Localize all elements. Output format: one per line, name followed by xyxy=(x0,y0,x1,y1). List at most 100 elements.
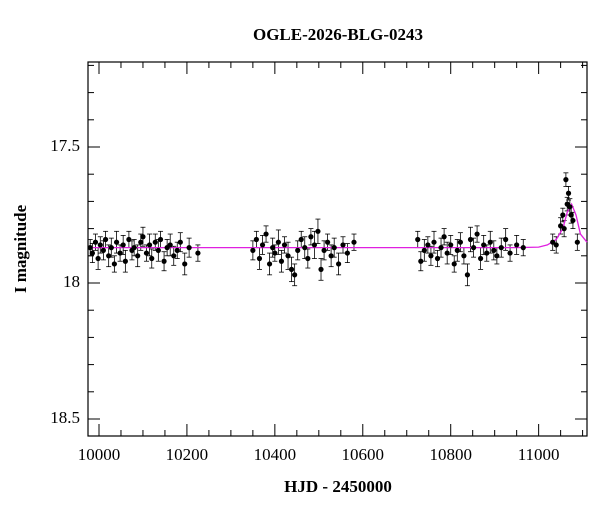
data-point xyxy=(474,231,480,237)
data-point xyxy=(171,253,177,259)
data-point xyxy=(464,272,471,278)
data-point xyxy=(111,261,117,267)
chart-title: OGLE-2026-BLG-0243 xyxy=(253,25,423,44)
data-point xyxy=(177,239,183,245)
data-point xyxy=(259,242,266,248)
data-point xyxy=(155,247,161,253)
data-point xyxy=(122,258,128,264)
data-point xyxy=(421,247,427,253)
data-point xyxy=(292,272,298,278)
x-tick-label: 10400 xyxy=(254,445,297,464)
data-point xyxy=(451,261,457,267)
data-point xyxy=(444,250,450,256)
data-point xyxy=(418,258,424,264)
data-point xyxy=(87,245,93,251)
data-point xyxy=(186,245,192,251)
data-point xyxy=(281,242,288,248)
data-point xyxy=(195,250,201,256)
data-point xyxy=(441,234,447,240)
y-tick-label: 18 xyxy=(63,272,80,291)
data-point xyxy=(481,242,487,248)
data-point xyxy=(120,242,126,248)
y-tick-label: 17.5 xyxy=(50,136,80,155)
x-axis-label: HJD - 2450000 xyxy=(284,477,392,496)
data-point xyxy=(97,242,103,248)
data-point xyxy=(467,236,474,243)
data-point xyxy=(448,242,454,248)
data-point xyxy=(563,177,569,183)
data-point xyxy=(560,212,566,218)
data-point xyxy=(143,250,150,256)
data-point xyxy=(256,255,263,262)
data-point xyxy=(152,239,158,245)
data-point xyxy=(266,261,273,267)
model-curve xyxy=(88,202,588,249)
data-point xyxy=(457,239,463,245)
data-point xyxy=(514,242,520,248)
data-point xyxy=(567,204,573,210)
data-point xyxy=(285,253,291,259)
data-point xyxy=(507,250,513,256)
data-point xyxy=(438,245,444,251)
data-point xyxy=(108,245,114,251)
data-point xyxy=(161,258,167,264)
data-point xyxy=(278,258,285,264)
data-point xyxy=(113,239,120,245)
data-point xyxy=(565,190,572,196)
data-point xyxy=(102,236,109,243)
data-point xyxy=(117,250,123,256)
x-tick-label: 10000 xyxy=(78,445,121,464)
data-point xyxy=(425,242,431,248)
data-point xyxy=(315,228,321,234)
data-point xyxy=(351,239,357,245)
data-point xyxy=(146,242,153,248)
x-tick-label: 10600 xyxy=(342,445,385,464)
plot-frame xyxy=(87,61,588,437)
y-tick-label: 18.5 xyxy=(50,408,80,427)
data-point xyxy=(568,212,574,218)
x-tick-label: 10200 xyxy=(166,445,209,464)
data-point xyxy=(335,261,342,267)
data-point xyxy=(174,247,180,253)
data-point xyxy=(95,255,101,262)
data-point xyxy=(100,247,106,253)
data-point xyxy=(89,250,95,256)
data-point xyxy=(494,253,500,259)
x-tick-label: 10800 xyxy=(429,445,472,464)
data-point xyxy=(275,239,281,245)
data-point xyxy=(344,250,350,256)
data-point xyxy=(454,247,460,253)
x-tick-label: 11000 xyxy=(518,445,560,464)
data-point xyxy=(321,247,327,253)
data-point xyxy=(431,239,437,245)
data-point xyxy=(126,236,132,243)
data-point xyxy=(302,245,308,251)
data-point xyxy=(561,226,567,232)
data-point xyxy=(272,250,278,256)
data-point xyxy=(157,236,164,243)
data-point xyxy=(250,247,256,253)
data-point xyxy=(428,253,434,259)
data-point xyxy=(167,242,173,248)
data-point xyxy=(288,266,295,272)
data-point xyxy=(253,236,259,243)
data-point xyxy=(491,247,497,253)
data-point xyxy=(263,231,269,237)
data-point xyxy=(484,250,490,256)
data-point xyxy=(182,261,188,267)
data-point xyxy=(311,242,318,248)
data-point xyxy=(520,245,526,251)
data-point xyxy=(478,255,484,262)
data-point xyxy=(270,245,276,251)
data-point xyxy=(461,253,467,259)
data-point xyxy=(415,236,421,243)
data-point xyxy=(92,239,99,245)
data-point xyxy=(503,236,509,243)
data-point xyxy=(131,245,137,251)
data-point xyxy=(305,255,311,262)
data-point xyxy=(140,234,146,240)
data-point xyxy=(470,245,477,251)
data-point xyxy=(298,236,304,243)
data-point xyxy=(106,253,112,259)
